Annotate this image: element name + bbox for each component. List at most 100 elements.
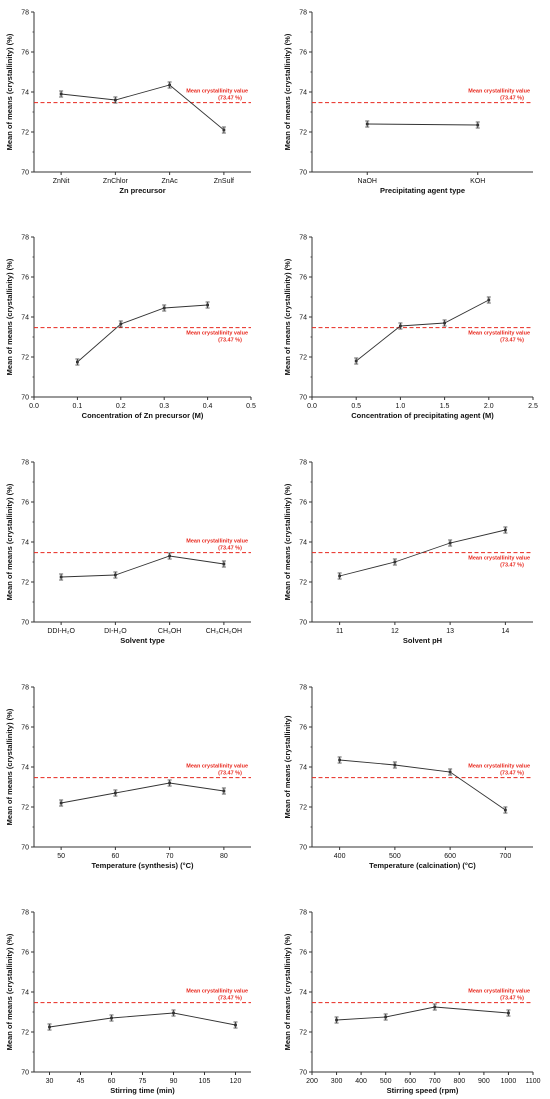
y-tick-label: 74: [21, 90, 29, 97]
x-tick-label: 2.5: [528, 403, 538, 410]
y-tick-label: 78: [21, 460, 29, 467]
x-tick-label: CH₃OH: [158, 628, 181, 635]
y-tick-label: 74: [299, 90, 307, 97]
x-tick-label: 13: [446, 628, 454, 635]
chart-panel-8: 70 72 74 76 78 400 500 600 700 Temperature (calci…: [283, 685, 533, 870]
data-point: [443, 321, 446, 325]
data-point: [168, 781, 172, 785]
data-point: [354, 359, 358, 363]
y-tick-label: 70: [299, 845, 307, 852]
x-tick-label: 2.0: [484, 403, 494, 410]
data-point: [222, 562, 226, 566]
data-point: [384, 1015, 388, 1019]
x-tick-label: DI-H₂O: [104, 628, 127, 635]
x-tick-label: 400: [355, 1078, 367, 1085]
x-tick-label: 105: [199, 1078, 211, 1085]
data-point: [59, 575, 63, 579]
y-tick-label: 76: [299, 725, 307, 732]
x-tick-label: 500: [380, 1078, 392, 1085]
chart-panel-7: 70 72 74 76 78 50 60 70 80 Temperature (synthesis…: [5, 685, 251, 870]
x-tick-label: 70: [166, 853, 174, 860]
y-tick-label: 76: [21, 50, 29, 57]
mean-label: Mean crystallinity value: [186, 331, 248, 337]
mean-label: Mean crystallinity value: [186, 539, 248, 545]
y-tick-label: 74: [299, 540, 307, 547]
series-line: [61, 84, 225, 131]
x-axis-title: Stirring time (min): [110, 1086, 175, 1095]
x-tick-label: ZnChlor: [103, 178, 129, 185]
x-tick-label: 80: [220, 853, 228, 860]
x-tick-label: 0.5: [246, 403, 256, 410]
y-tick-label: 72: [299, 580, 307, 587]
data-point: [222, 789, 226, 793]
y-tick-label: 70: [21, 845, 29, 852]
x-tick-label: 0.3: [159, 403, 169, 410]
mean-value-label: (73.47 %): [218, 96, 242, 102]
chart-panel-3: 70 72 74 76 78 0.0 0.1 0.2 0.3 0.4 0.5 Concentratio…: [5, 235, 256, 421]
x-tick-label: 400: [334, 853, 346, 860]
y-axis-title: Mean of means (crystallinity) (%): [5, 483, 14, 600]
y-tick-label: 70: [21, 395, 29, 402]
chart-panel-5: 70 72 74 76 78 DDI-H₂O DI-H₂O CH₃OH CH₃CH₂OH Solv…: [5, 460, 251, 645]
y-tick-label: 76: [21, 500, 29, 507]
mean-label: Mean crystallinity value: [468, 331, 530, 337]
x-tick-label: 700: [429, 1078, 441, 1085]
chart-panel-1: 70 72 74 76 78 ZnNit ZnChlor ZnAc ZnSulf Zn precu…: [5, 10, 251, 195]
y-tick-label: 70: [299, 620, 307, 627]
x-tick-label: ZnAc: [161, 178, 178, 185]
chart-panel-6: 70 72 74 76 78 11 12 13 14 Solvent pH Mean of mean…: [283, 460, 533, 645]
data-point: [206, 303, 209, 307]
mean-value-label: (73.47 %): [500, 338, 524, 344]
mean-label: Mean crystallinity value: [468, 89, 530, 95]
x-tick-label: 60: [108, 1078, 116, 1085]
data-point: [222, 128, 226, 132]
y-tick-label: 72: [21, 355, 29, 362]
y-axis-title: Mean of means (crystallinity) (%): [283, 933, 292, 1050]
data-point: [119, 322, 123, 326]
y-tick-label: 78: [21, 235, 29, 242]
x-tick-label: 11: [336, 628, 343, 635]
x-tick-label: 800: [453, 1078, 465, 1085]
y-tick-label: 76: [299, 50, 307, 57]
y-tick-label: 78: [299, 235, 307, 242]
data-point: [476, 123, 480, 127]
x-tick-label: 14: [501, 628, 509, 635]
mean-label: Mean crystallinity value: [186, 764, 248, 770]
y-tick-label: 72: [21, 805, 29, 812]
x-tick-label: 1000: [501, 1078, 517, 1085]
y-tick-label: 70: [299, 1070, 307, 1077]
data-point: [113, 98, 117, 102]
data-point: [487, 298, 491, 302]
y-axis-title: Mean of means (crystallinity) (%): [5, 258, 14, 375]
y-tick-label: 76: [21, 275, 29, 282]
x-tick-label: 0.1: [73, 403, 83, 410]
y-tick-label: 76: [21, 950, 29, 957]
data-point: [503, 528, 507, 532]
data-point: [393, 560, 397, 564]
y-tick-label: 78: [299, 10, 307, 17]
series-line: [49, 1012, 236, 1028]
y-tick-label: 78: [21, 10, 29, 17]
y-tick-label: 74: [21, 315, 29, 322]
mean-value-label: (73.47 %): [218, 338, 242, 344]
data-point: [448, 541, 452, 545]
x-tick-label: 0.0: [29, 403, 39, 410]
data-point: [48, 1025, 51, 1029]
y-axis-title: Mean of means (crystallinity) (%): [5, 33, 14, 150]
x-tick-label: 12: [391, 628, 399, 635]
y-tick-label: 70: [21, 1070, 29, 1077]
x-tick-label: 0.2: [116, 403, 126, 410]
x-tick-label: 0.5: [351, 403, 361, 410]
data-point: [433, 1005, 437, 1009]
chart-panel-9: 70 72 74 76 78 30 45 60 75 90 105 120 Stirring time …: [5, 910, 251, 1095]
x-tick-label: KOH: [470, 178, 485, 185]
x-tick-label: 45: [77, 1078, 85, 1085]
y-axis-title: Mean of means (crystallinity): [283, 715, 292, 818]
data-point: [76, 360, 79, 364]
y-tick-label: 76: [299, 500, 307, 507]
mean-label: Mean crystallinity value: [468, 764, 530, 770]
y-tick-label: 72: [299, 1030, 307, 1037]
mean-value-label: (73.47 %): [500, 96, 524, 102]
y-axis-title: Mean of means (crystallinity) (%): [283, 483, 292, 600]
